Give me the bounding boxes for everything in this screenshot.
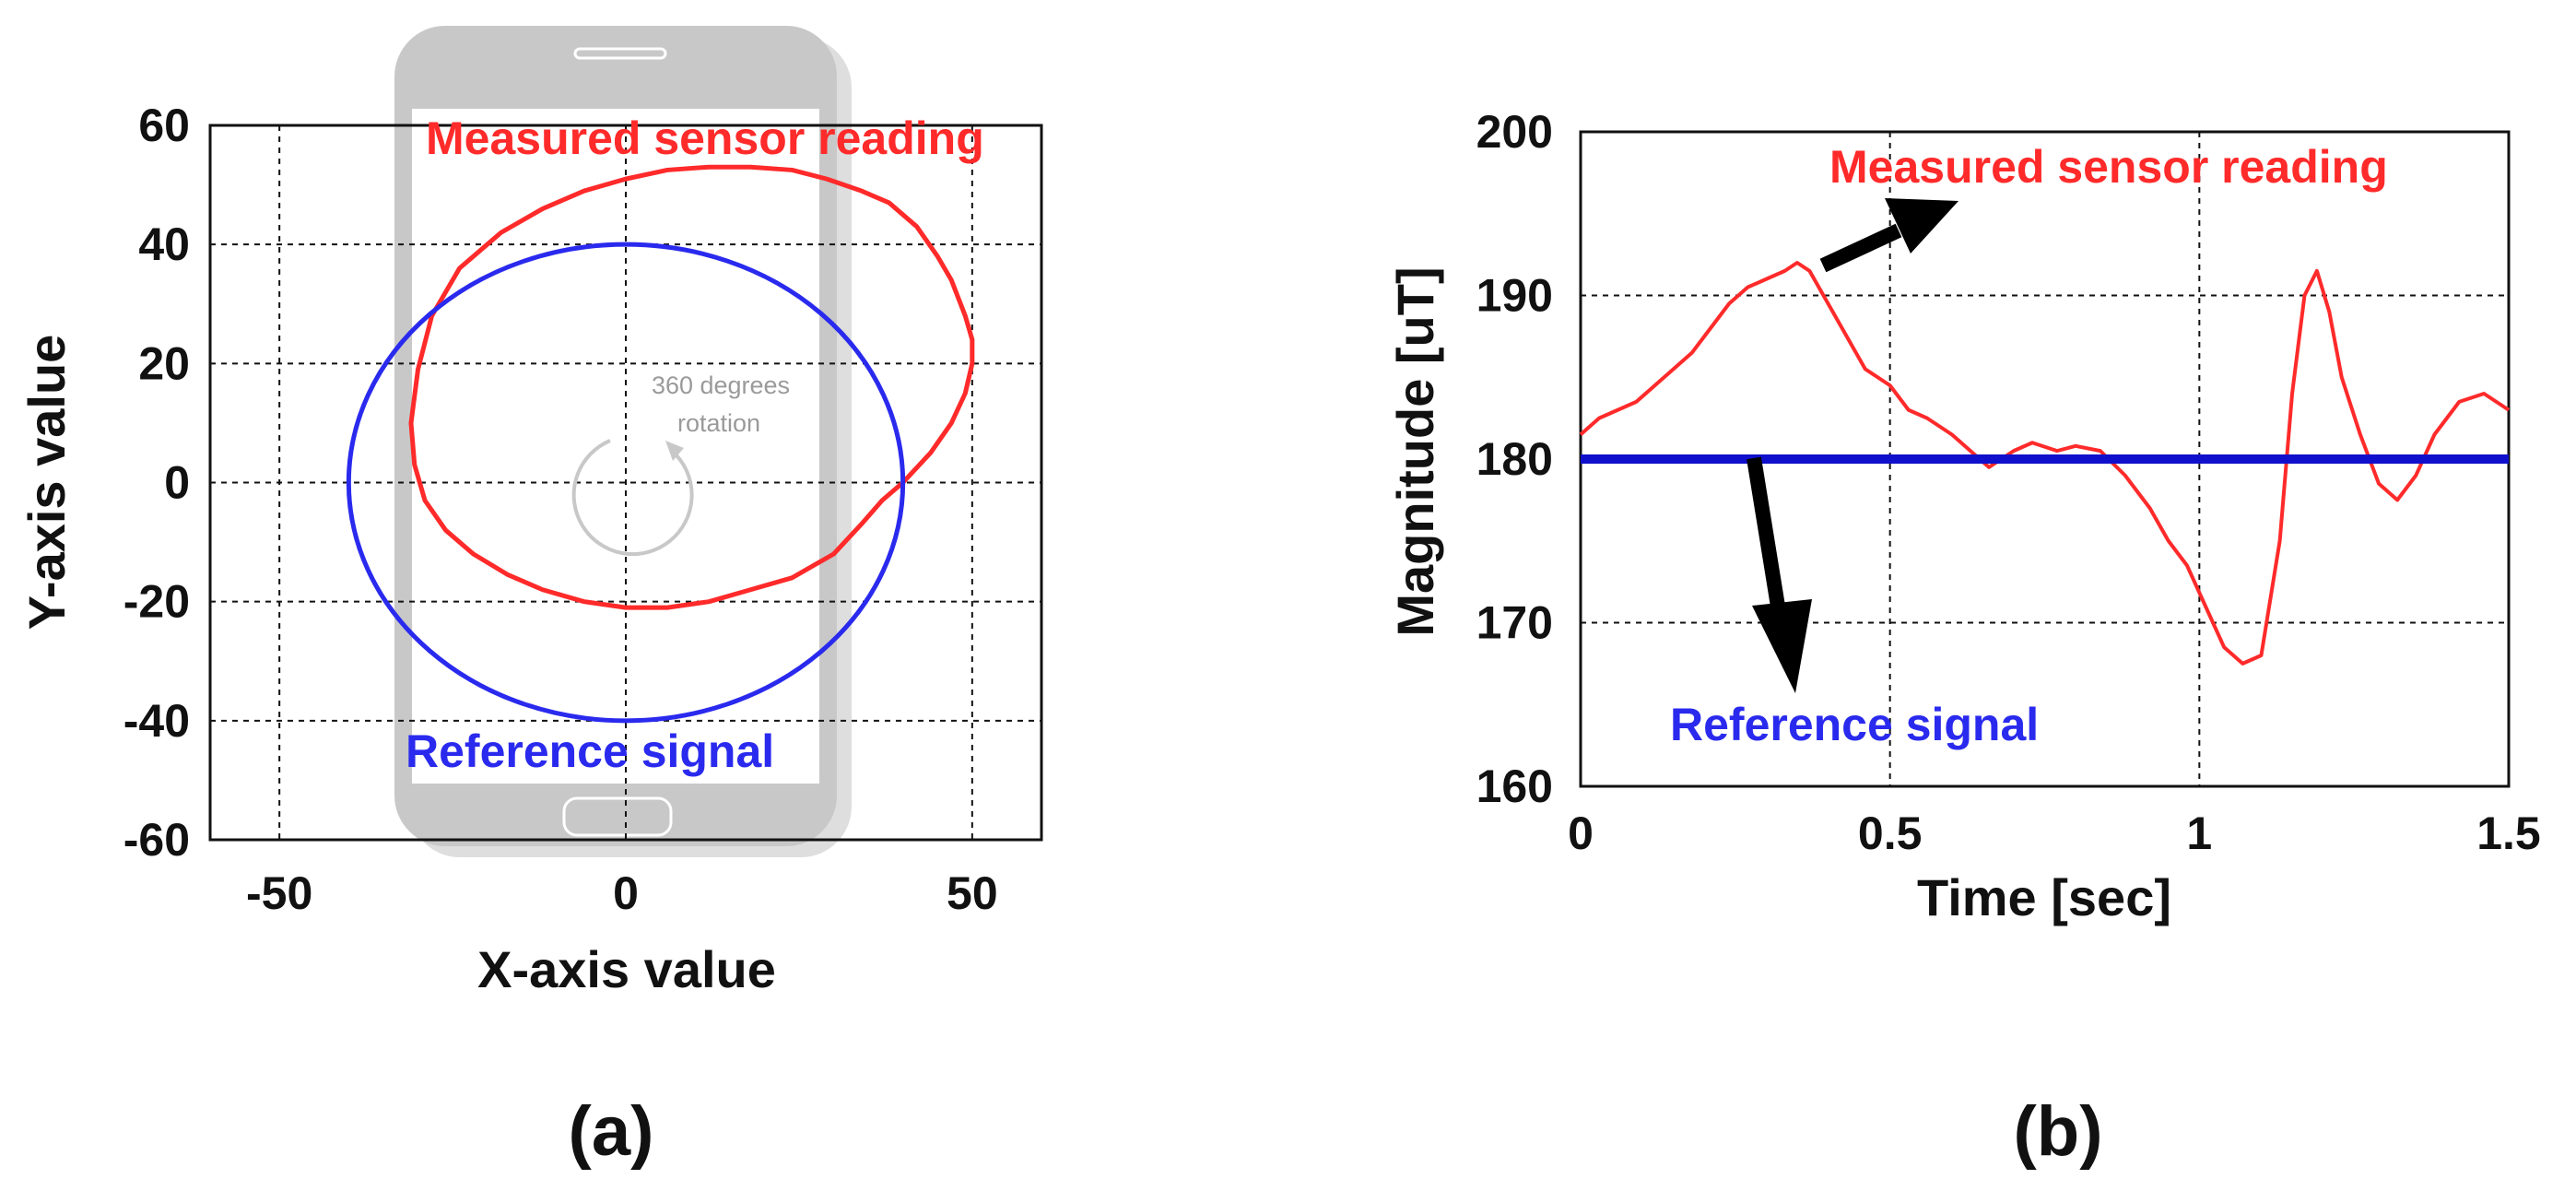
- x-tick-label: 1.5: [2476, 808, 2541, 859]
- y-tick-label: -40: [124, 695, 190, 747]
- x-axis-label-b: Time [sec]: [1917, 868, 2171, 926]
- y-tick-label: 190: [1476, 270, 1553, 322]
- y-tick-label: 60: [138, 100, 190, 151]
- series-line-measured: [1579, 261, 2511, 666]
- x-tick-label: 1: [2186, 808, 2212, 859]
- series-a: [346, 164, 975, 724]
- y-tick-label: 180: [1476, 433, 1553, 485]
- x-tick-label: -50: [246, 867, 312, 919]
- y-tick-label: 200: [1476, 106, 1553, 158]
- tick-labels-a: -50 0 50 60 40 20 0 -20 -40 -60: [124, 100, 998, 919]
- arrow-reference-icon: [1747, 456, 1812, 693]
- series-b: [1579, 261, 2511, 666]
- x-tick-label: 0: [1568, 808, 1594, 859]
- x-tick-label: 50: [947, 867, 998, 919]
- grid-lines-a: [210, 125, 1041, 840]
- panel-label-a: (a): [569, 1092, 654, 1171]
- rotation-note-line2: rotation: [677, 409, 760, 437]
- y-axis-label-a: Y-axis value: [18, 335, 76, 631]
- plot-frame-a: [208, 124, 1043, 842]
- rotation-arrow-icon: [571, 439, 694, 557]
- rotation-note-line1: 360 degrees: [652, 371, 790, 399]
- panel-label-b: (b): [2013, 1092, 2102, 1171]
- rotation-arrowhead-icon: [665, 441, 684, 461]
- grid-lines-b: [1581, 132, 2509, 786]
- annotation-reference-a: Reference signal: [406, 725, 774, 777]
- chart-a: 360 degrees rotation Measured sensor rea…: [18, 26, 1043, 1171]
- y-tick-label: 0: [164, 457, 190, 509]
- series-line-measured: [408, 164, 975, 610]
- y-tick-label: -20: [124, 576, 190, 628]
- y-tick-label: -60: [124, 814, 190, 866]
- chart-b: Measured sensor reading Reference signal…: [1386, 106, 2541, 1171]
- y-tick-label: 20: [138, 337, 190, 389]
- tick-labels-b: 0 0.5 1 1.5 200 190 180 170 160: [1476, 106, 2541, 859]
- x-tick-label: 0: [613, 867, 639, 919]
- arrow-measured-icon: [1819, 198, 1958, 273]
- y-tick-label: 40: [138, 218, 190, 270]
- annotation-measured-a: Measured sensor reading: [426, 112, 984, 164]
- x-tick-label: 0.5: [1858, 808, 1923, 859]
- annotation-measured-b: Measured sensor reading: [1829, 141, 2388, 193]
- y-tick-label: 160: [1476, 760, 1553, 812]
- x-axis-label-a: X-axis value: [477, 940, 776, 998]
- y-tick-label: 170: [1476, 597, 1553, 649]
- y-axis-label-b: Magnitude [uT]: [1386, 266, 1444, 636]
- annotation-reference-b: Reference signal: [1670, 699, 2039, 750]
- series-line-reference: [346, 242, 906, 724]
